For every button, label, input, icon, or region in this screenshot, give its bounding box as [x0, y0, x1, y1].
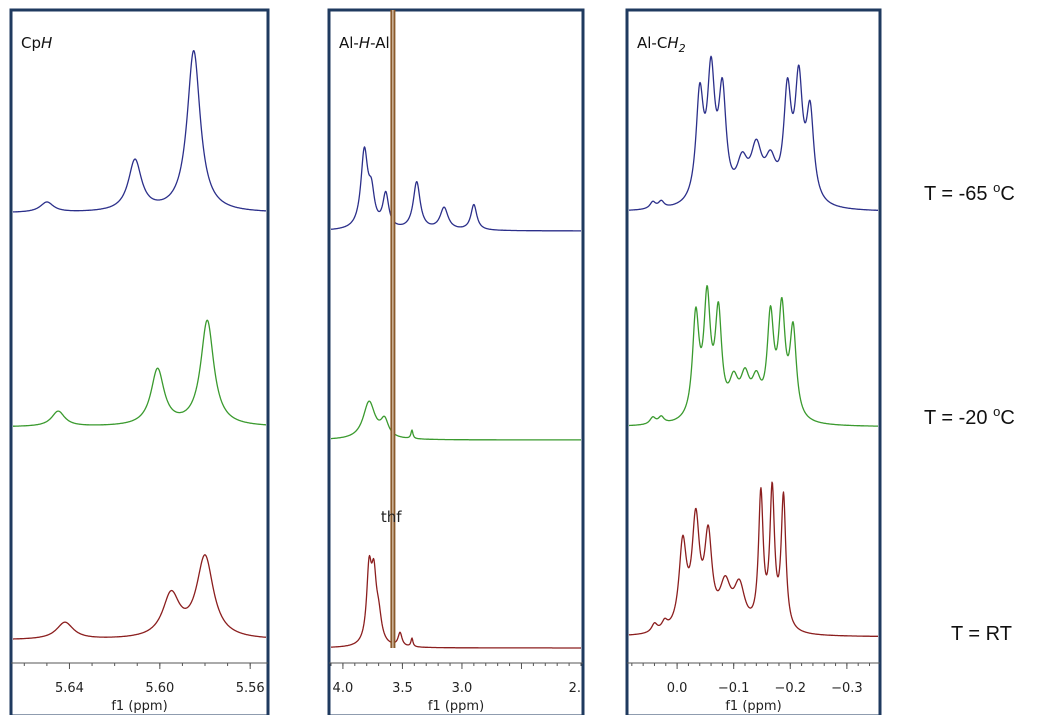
x-tick-label: 5.60 [145, 681, 174, 696]
temperature-labels: T = -65 oC T = -20 oC T = RT [924, 180, 1015, 645]
temperature-label-minus65: T = -65 oC [924, 180, 1015, 205]
x-tick-label: 5.56 [236, 681, 265, 696]
x-tick-label: −0.1 [718, 681, 750, 696]
spectrum-cph-minus20 [12, 319, 267, 427]
spectrum-al-ch2-minus20 [628, 284, 879, 427]
panel-cph: 5.64 5.60 5.56 f1 (ppm) CpH [9, 8, 270, 715]
spectrum-al-ch2-minus65 [628, 55, 879, 211]
spectrum-panels: 5.64 5.60 5.56 f1 (ppm) CpH thf 4.0 3.5 3.0 2. f1 … [9, 8, 882, 715]
spectrum-al-h-al-rt [330, 554, 582, 649]
x-tick-label: 3.0 [452, 681, 473, 696]
thf-annotation: thf [381, 508, 402, 526]
x-tick-label: 3.5 [392, 681, 413, 696]
temperature-label-rt: T = RT [951, 623, 1012, 645]
panel-title: Al-H-Al [339, 34, 390, 52]
x-tick-label: 0.0 [667, 681, 688, 696]
x-axis-title: f1 (ppm) [725, 699, 781, 714]
x-axis-title: f1 (ppm) [428, 699, 484, 714]
panel-al-h-al: thf 4.0 3.5 3.0 2. f1 (ppm) Al-H-Al [327, 8, 585, 715]
spectrum-cph-minus65 [12, 50, 267, 213]
x-tick-label: 5.64 [55, 681, 84, 696]
panel-title: CpH [21, 34, 52, 52]
spectrum-cph-rt [12, 554, 267, 640]
x-tick-label: −0.2 [774, 681, 806, 696]
temperature-label-minus20: T = -20 oC [924, 404, 1015, 429]
spectrum-al-h-al-minus20 [330, 400, 582, 441]
spectrum-al-ch2-rt [628, 481, 879, 637]
panel-frame [327, 8, 585, 715]
panel-frame [625, 8, 882, 715]
x-tick-label: 4.0 [333, 681, 354, 696]
x-tick-label: −0.3 [831, 681, 863, 696]
x-axis-title: f1 (ppm) [111, 699, 167, 714]
x-tick-label: 2. [569, 681, 581, 696]
panel-title: Al-CH2 [637, 34, 686, 55]
panel-al-ch2: 0.0 −0.1 −0.2 −0.3 f1 (ppm) Al-CH2 [625, 8, 882, 715]
spectrum-al-h-al-minus65 [330, 146, 582, 232]
panel-frame [9, 8, 270, 715]
